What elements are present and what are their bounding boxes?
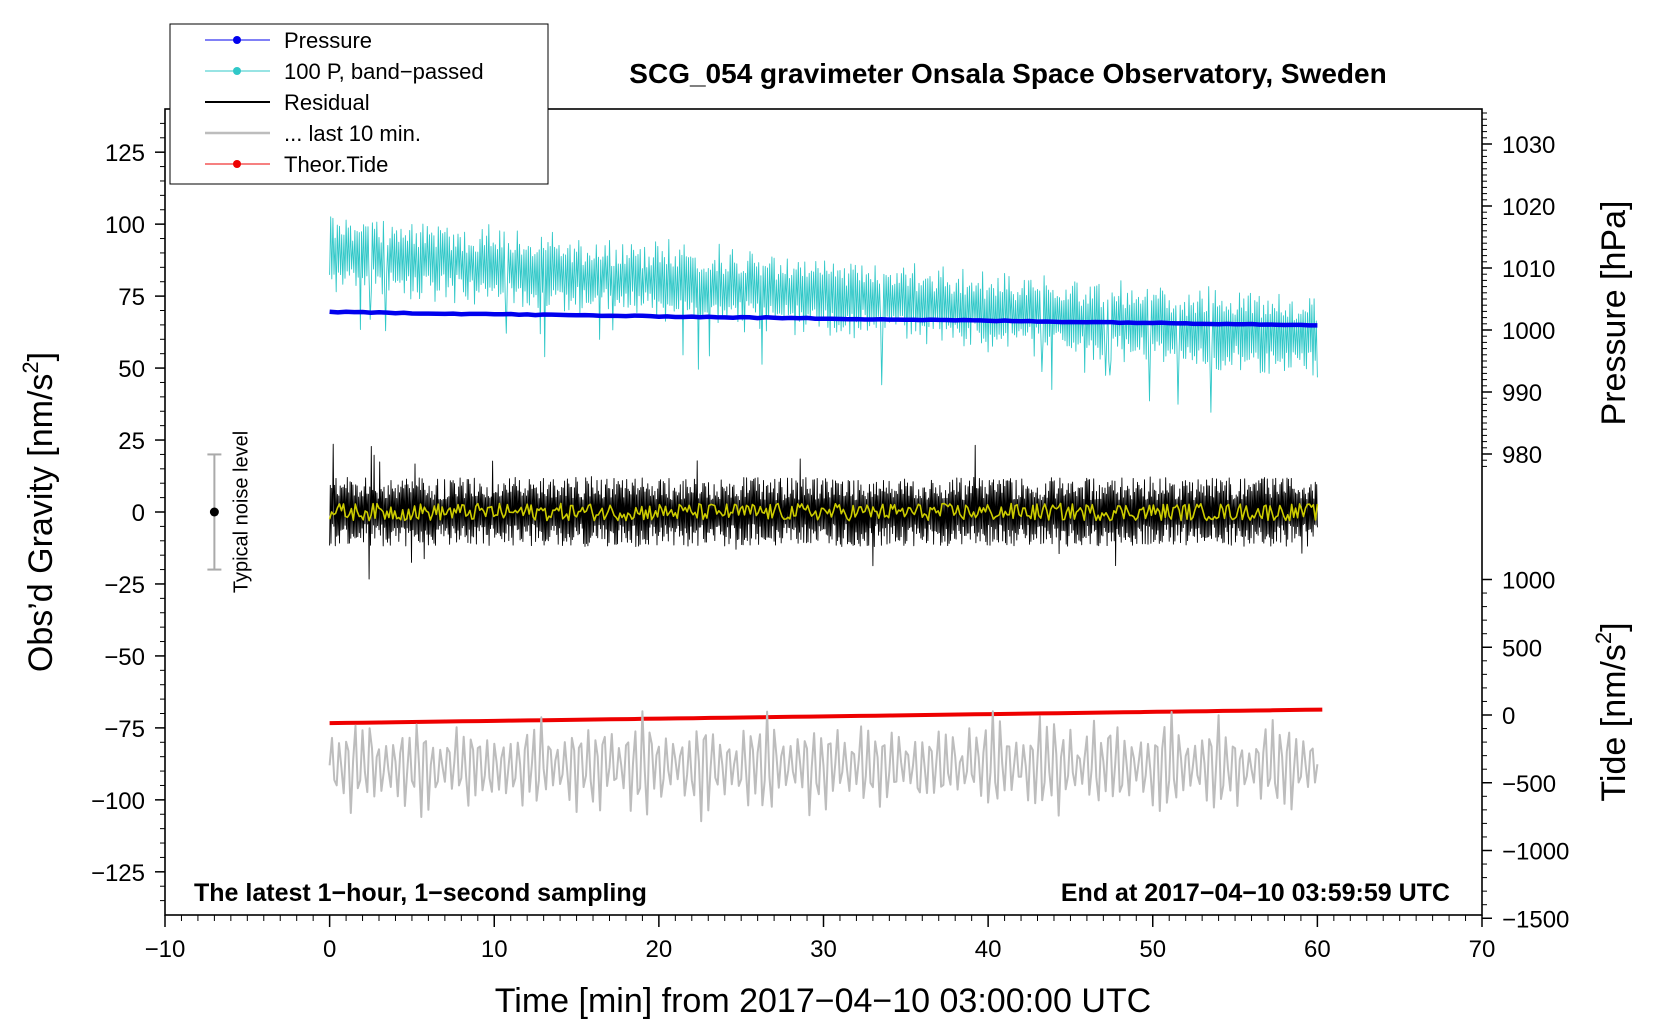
last-10-min-series — [328, 710, 1319, 823]
y-axis-tide: 1000 500 0 −500 −1000 −1500 — [1482, 568, 1569, 933]
pressure-axis-label: Pressure [hPa] — [1595, 201, 1633, 426]
tide-series — [329, 707, 1323, 726]
theor-tide-line — [329, 707, 1323, 726]
y-left-tick-label: 50 — [118, 356, 145, 383]
tide-label-end: ] — [1595, 622, 1633, 631]
legend-label: ... last 10 min. — [284, 121, 421, 146]
bottom-left-annotation: The latest 1−hour, 1−second sampling — [194, 879, 647, 907]
y-left-label-end: ] — [22, 352, 60, 361]
noise-center-dot — [209, 507, 219, 517]
noise-marker: Typical noise level — [207, 431, 252, 593]
x-tick-label: 50 — [1139, 936, 1166, 963]
residual-smoothed-series — [328, 502, 1319, 522]
pressure-series — [329, 309, 1318, 328]
noise-label: Typical noise level — [230, 431, 252, 593]
y-axis-left: 125 100 75 50 25 0 −25 −50 −75 −100 −125 — [91, 122, 165, 902]
x-tick-label: 40 — [975, 936, 1002, 963]
x-tick-label: 20 — [646, 936, 673, 963]
residual-smoothed-line — [328, 502, 1319, 522]
legend-label: Residual — [284, 90, 370, 115]
pressure-tick-label: 1020 — [1502, 194, 1555, 221]
x-tick-label: 0 — [323, 936, 336, 963]
y-left-tick-label: −100 — [91, 788, 145, 815]
tide-tick-label: −1000 — [1502, 839, 1569, 866]
tide-tick-label: 500 — [1502, 635, 1542, 662]
pressure-line — [329, 309, 1318, 328]
x-axis-label: Time [min] from 2017−04−10 03:00:00 UTC — [495, 982, 1151, 1020]
legend-swatch-marker — [233, 160, 241, 168]
tide-tick-label: 0 — [1502, 703, 1515, 730]
y-left-tick-label: −125 — [91, 860, 145, 887]
pressure-tick-label: 990 — [1502, 380, 1542, 407]
y-left-label-main: Obs’d Gravity [nm/s — [22, 374, 60, 673]
y-left-tick-label: −25 — [104, 572, 145, 599]
y-left-tick-label: 125 — [105, 140, 145, 167]
y-left-tick-label: 100 — [105, 212, 145, 239]
residual-line — [329, 443, 1318, 580]
x-tick-label: 60 — [1304, 936, 1331, 963]
y-left-tick-label: −50 — [104, 644, 145, 671]
tide-tick-label: −500 — [1502, 771, 1556, 798]
y-axis-left-label: Obs’d Gravity [nm/s2] — [18, 352, 60, 672]
y-left-label-sup: 2 — [18, 361, 43, 373]
chart-title: SCG_054 gravimeter Onsala Space Observat… — [629, 58, 1386, 89]
tide-axis-label: Tide [nm/s2] — [1591, 622, 1633, 801]
tide-tick-label: 1000 — [1502, 568, 1555, 595]
x-tick-label: 10 — [481, 936, 508, 963]
legend-swatch-marker — [233, 67, 241, 75]
legend-label: 100 P, band−passed — [284, 59, 484, 84]
x-tick-label: −10 — [145, 936, 186, 963]
bottom-right-annotation: End at 2017−04−10 03:59:59 UTC — [1061, 879, 1450, 907]
x-tick-label: 30 — [810, 936, 837, 963]
y-left-tick-label: −75 — [104, 716, 145, 743]
y-axis-pressure: 1030 1020 1010 1000 990 980 — [1482, 112, 1555, 469]
pressure-tick-label: 980 — [1502, 442, 1542, 469]
legend-box — [169, 23, 549, 185]
y-left-tick-label: 0 — [132, 500, 145, 527]
tide-label-main: Tide [nm/s — [1595, 644, 1633, 801]
legend-swatch-marker — [233, 36, 241, 44]
pressure-tick-label: 1030 — [1502, 132, 1555, 159]
legend: Pressure 100 P, band−passed Residual ... la… — [169, 23, 549, 185]
x-tick-label: 70 — [1469, 936, 1496, 963]
residual-series — [329, 443, 1318, 580]
pressure-tick-label: 1010 — [1502, 256, 1555, 283]
tide-tick-label: −1500 — [1502, 906, 1569, 933]
y-left-tick-label: 75 — [118, 284, 145, 311]
tide-label-sup: 2 — [1591, 632, 1616, 644]
last-10-min-line — [328, 710, 1319, 823]
y-left-tick-label: 25 — [118, 428, 145, 455]
x-axis: −10 0 10 20 30 40 50 60 70 — [145, 915, 1496, 963]
pressure-tick-label: 1000 — [1502, 318, 1555, 345]
legend-label: Pressure — [284, 28, 372, 53]
plot-frame — [164, 108, 1483, 916]
legend-label: Theor.Tide — [284, 152, 388, 177]
